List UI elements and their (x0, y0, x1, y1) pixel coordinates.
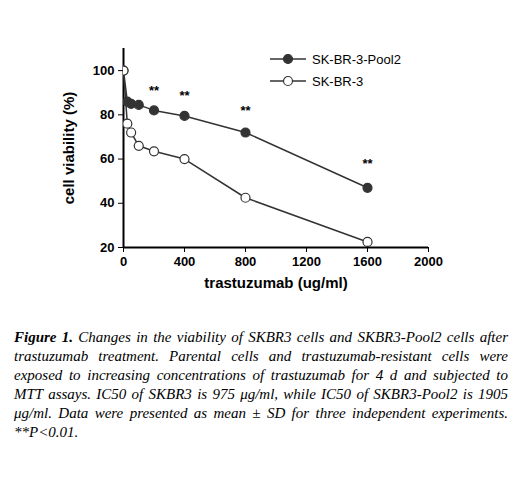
svg-text:800: 800 (235, 254, 257, 269)
svg-text:80: 80 (100, 107, 114, 122)
svg-text:**: ** (362, 156, 373, 171)
html-text:Figure 1. Changes in the viabi: Figure 1. Changes in the viability of SK… (14, 329, 508, 440)
svg-text:1600: 1600 (353, 254, 382, 269)
svg-text:20: 20 (100, 240, 114, 255)
svg-text:0: 0 (120, 254, 127, 269)
html-text:SK-BR-3-Pool2: SK-BR-3-Pool2 (312, 51, 401, 67)
svg-text:**: ** (179, 88, 190, 103)
svg-text:60: 60 (100, 151, 114, 166)
svg-text:**: ** (240, 103, 251, 118)
svg-text:2000: 2000 (414, 254, 443, 269)
html-text:SK-BR-3: SK-BR-3 (312, 73, 364, 89)
svg-text:400: 400 (174, 254, 196, 269)
svg-text:cell viability (%): cell viability (%) (60, 92, 77, 205)
svg-text:100: 100 (93, 63, 115, 78)
svg-text:40: 40 (100, 195, 114, 210)
svg-text:1200: 1200 (292, 254, 321, 269)
svg-text:trastuzumab (ug/ml): trastuzumab (ug/ml) (204, 274, 347, 291)
svg-text:**: ** (149, 83, 160, 98)
